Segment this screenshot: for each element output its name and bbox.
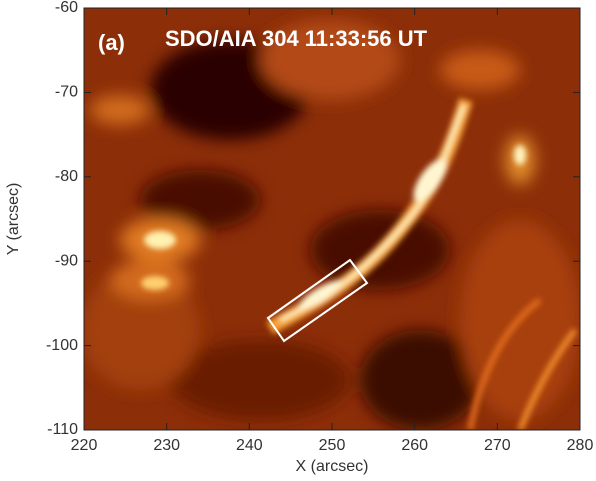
y-tick-label: -110 [47, 421, 78, 438]
x-tick-label: 240 [236, 437, 263, 454]
x-tick-label: 230 [153, 437, 180, 454]
x-tick-label: 270 [484, 437, 511, 454]
solar-image [80, 8, 580, 430]
y-tick-label: -80 [55, 168, 78, 185]
x-tick-label: 220 [71, 437, 98, 454]
x-tick-label: 260 [401, 437, 428, 454]
x-tick-label: 250 [319, 437, 346, 454]
y-tick-label: -100 [46, 337, 78, 354]
y-tick-label: -90 [55, 252, 78, 269]
panel-label: (a) [98, 30, 125, 55]
x-axis-label: X (arcsec) [296, 458, 369, 475]
y-tick-label: -70 [55, 84, 78, 101]
chart: (a) SDO/AIA 304 11:33:56 UT X (arcsec) Y… [0, 0, 596, 481]
image-title: SDO/AIA 304 11:33:56 UT [165, 26, 428, 51]
y-axis-label: Y (arcsec) [5, 183, 22, 256]
y-tick-label: -60 [55, 0, 78, 16]
x-tick-label: 280 [567, 437, 594, 454]
